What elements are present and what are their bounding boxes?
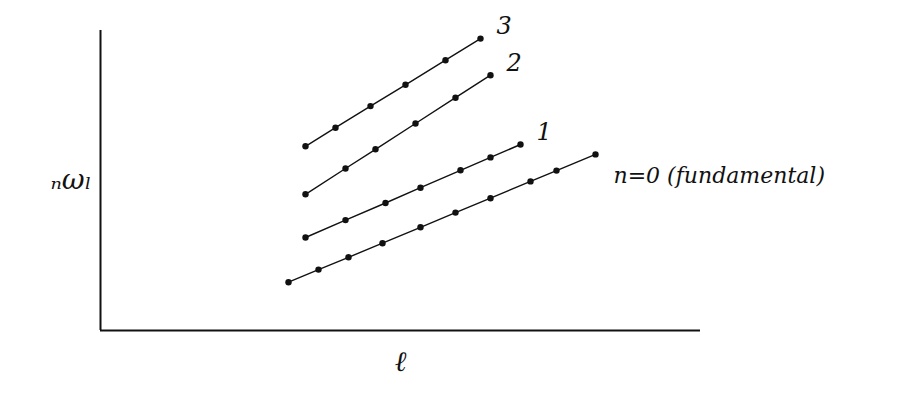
svg-text:ℓ: ℓ (395, 345, 407, 378)
svg-text:ₙωₗ: ₙωₗ (51, 163, 92, 196)
svg-text:1: 1 (537, 118, 552, 146)
svg-text:n=0 (fundamental): n=0 (fundamental) (614, 163, 825, 188)
svg-text:3: 3 (497, 12, 512, 40)
svg-text:2: 2 (506, 49, 522, 77)
